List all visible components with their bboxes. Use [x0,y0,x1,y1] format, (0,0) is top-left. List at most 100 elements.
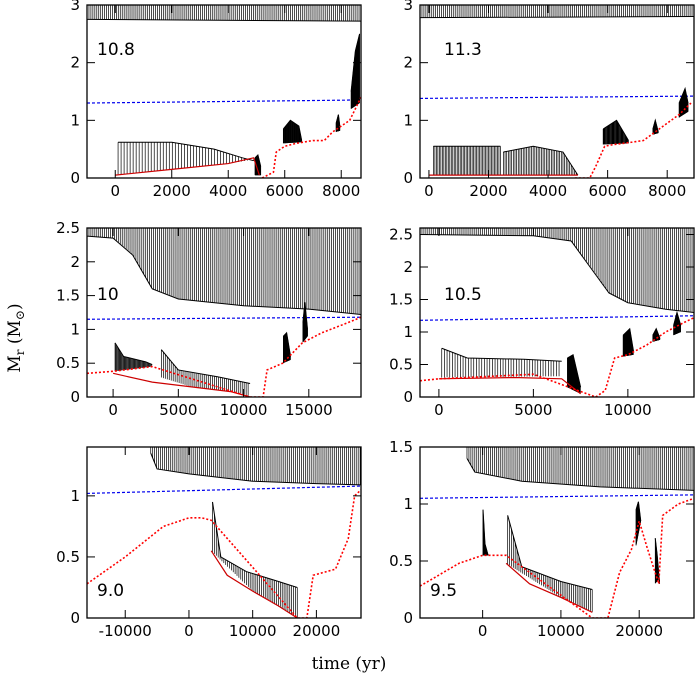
envelope-convective-zone [87,5,360,22]
x-tick-label: 2000 [153,182,191,200]
envelope-boundary-line [466,458,694,491]
red-dotted-line [261,96,361,178]
envelope-convective-zone [150,447,361,485]
x-tick-label: 8000 [648,182,686,200]
x-tick-label: 0 [434,401,444,419]
shell-top-line [507,515,593,590]
x-tick-label: 10000 [604,401,652,419]
x-tick-label: 0 [478,622,488,640]
y-tick-label: 1 [70,320,80,338]
red-dotted-line [87,316,361,397]
convective-shell [635,501,642,546]
y-tick-label: 0 [70,169,80,187]
shell-top-line [602,119,629,141]
shell-top-line [114,342,153,366]
y-axis-title-main: M [5,355,25,372]
envelope-boundary-line [87,18,361,22]
panel-frame [419,446,695,619]
plot-area [87,228,361,397]
y-tick-label: 1 [70,487,80,505]
panel-mass-label: 10 [97,285,119,305]
convective-shell [212,501,298,618]
core-boundary-line [210,550,298,618]
y-tick-label: 0 [403,609,413,627]
y-axis-title: Mr (M⊙) [5,303,27,372]
panel-9.5: 0 10000 20000 0 0.5 1 1.5 9.5 [389,438,695,640]
convective-shell [441,347,562,378]
shell-top-line [482,509,489,556]
convective-shell [302,302,309,343]
x-tick-label: 10000 [537,622,585,640]
convective-shell [654,538,661,584]
x-axis-title: time (yr) [312,654,387,674]
y-tick-label: 3 [70,0,80,14]
convective-shell [117,141,255,175]
y-tick-label: 1 [403,495,413,513]
x-tick-label: 20000 [615,622,663,640]
y-tick-label: 1 [403,111,413,129]
plot-area [420,5,694,178]
x-tick-label: 5000 [514,401,552,419]
y-tick-label: 1 [403,323,413,341]
y-axis-title-sub: r [13,349,27,355]
panel-mass-label: 11.3 [444,40,482,60]
x-tick-label: 5000 [159,401,197,419]
y-tick-label: 0.5 [389,356,413,374]
x-tick-label: 6000 [589,182,627,200]
core-boundary-line [112,372,251,397]
red-dotted-line [420,316,694,397]
blue-dashed-line [87,485,361,495]
y-tick-label: 0 [403,169,413,187]
y-axis-title-unit-open: (M [5,320,25,349]
y-tick-label: 2.5 [56,219,80,237]
y-tick-label: 0 [70,609,80,627]
panel-mass-label: 10.8 [97,40,135,60]
shell-top-line [678,86,689,104]
shell-top-line [282,119,303,141]
shell-top-line [635,501,642,522]
x-tick-label: 20000 [293,622,341,640]
panel-mass-label: 9.5 [430,581,457,601]
blue-dashed-line [420,95,694,100]
convective-shell [503,145,579,176]
convective-shell [433,145,501,176]
y-tick-label: 0.5 [389,552,413,570]
y-tick-label: 1.5 [389,438,413,456]
shell-top-line [118,141,254,162]
envelope-convective-zone [466,447,694,491]
y-tick-label: 2 [403,54,413,72]
panel-frame [86,446,362,619]
shell-top-line [622,327,635,352]
envelope-convective-zone [420,228,693,313]
x-tick-label: 10000 [220,401,268,419]
plot-area [420,447,694,618]
convective-shell [652,327,661,342]
envelope-boundary-line [87,235,361,316]
convective-shell [114,342,153,372]
panel-10.5: 0 5000 10000 0 0.5 1 1.5 2 2.5 10.5 [389,226,695,419]
core-boundary-line [438,376,581,395]
y-axis-title-unit-sub: ⊙ [13,310,27,320]
panel-frame [86,4,362,179]
convective-shell [652,118,659,135]
x-tick-label: 4000 [529,182,567,200]
shell-top-line [652,327,661,339]
envelope-convective-zone [420,5,694,18]
plot-area [87,447,361,618]
y-tick-label: 0 [403,388,413,406]
plot-area [420,228,694,397]
blue-dashed-line [87,98,361,104]
blue-dashed-line [87,316,361,320]
shell-top-line [212,501,298,588]
y-tick-label: 1.5 [56,287,80,305]
convective-shell [482,509,489,556]
panel-11.3: 0 2000 4000 6000 8000 0 1 2 3 11.3 [403,0,695,200]
x-tick-label: 0 [184,622,194,640]
shell-top-line [254,153,262,167]
x-tick-label: 0 [424,182,434,200]
x-tick-label: 6000 [266,182,304,200]
x-tick-label: 0 [108,401,118,419]
envelope-boundary-line [420,16,694,19]
